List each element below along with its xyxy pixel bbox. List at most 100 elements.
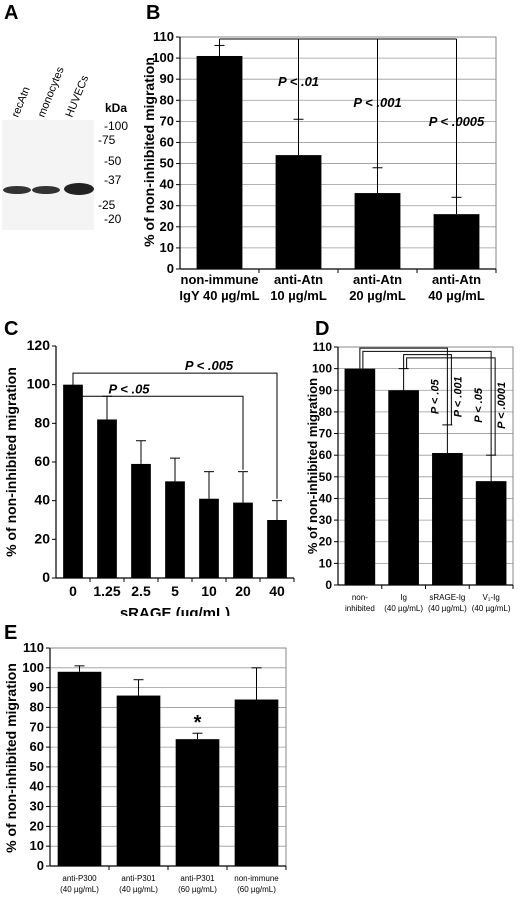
category-label: 5	[171, 583, 179, 599]
bar	[57, 671, 102, 866]
significance-label: P < .005	[185, 358, 234, 373]
y-tick-label: 90	[30, 680, 44, 695]
category-label: 40	[269, 583, 285, 599]
y-axis-label: % of non-inhibited migration	[305, 378, 320, 554]
y-tick-label: 40	[319, 491, 333, 505]
bar	[165, 481, 185, 578]
category-label: 10 µg/mL	[270, 288, 327, 303]
y-tick-label: 60	[160, 134, 174, 149]
bar	[344, 368, 376, 585]
y-tick-label: 120	[27, 337, 51, 353]
significance-label: P < .0001	[496, 382, 508, 429]
bar	[354, 193, 401, 269]
y-tick-label: 80	[34, 414, 50, 430]
category-label: V₁-Ig	[482, 593, 499, 602]
y-axis-label: % of non-inhibited migration	[141, 57, 157, 247]
significance-bracket	[406, 357, 496, 456]
bar	[275, 155, 322, 269]
lane-label-monocytes: monocytes	[36, 65, 67, 119]
chart-b: 0 10 20 30 40 50 60 70 80 90 100 110 % of non-inhibi…	[141, 29, 497, 303]
band-huvecs	[64, 183, 94, 195]
significance-bracket	[359, 347, 448, 425]
y-tick-label: 50	[160, 156, 174, 171]
category-label: anti-Atn	[432, 272, 481, 287]
category-label: IgY 40 µg/mL	[179, 288, 259, 303]
bar	[97, 419, 117, 578]
y-tick-label: 0	[42, 569, 50, 585]
y-tick-label: 30	[319, 513, 333, 527]
y-tick-label: 70	[160, 113, 174, 128]
marker-25: -25	[98, 198, 116, 212]
western-blot-panel: recAtn monocytes HUVECs kDa -100 -75 -50…	[2, 65, 128, 230]
bar	[196, 55, 243, 270]
significance-label: P < .01	[278, 74, 319, 89]
y-tick-label: 50	[30, 759, 44, 774]
y-tick-label: 20	[160, 219, 174, 234]
y-tick-label: 40	[34, 492, 50, 508]
blot-membrane	[2, 120, 94, 230]
significance-label: P < .001	[353, 95, 401, 110]
category-label: 10	[201, 583, 217, 599]
y-tick-label: 20	[30, 818, 44, 833]
significance-bracket	[72, 384, 244, 470]
category-label: 2.5	[131, 583, 151, 599]
y-tick-label: 110	[23, 640, 44, 655]
bar	[199, 498, 219, 578]
y-tick-label: 90	[160, 71, 174, 86]
category-label: non-immune	[181, 272, 259, 287]
panel-letter-b: B	[146, 2, 161, 24]
category-label: Ig	[400, 593, 407, 602]
y-tick-label: 100	[152, 50, 174, 65]
significance-bracket	[362, 350, 492, 456]
category-label: 0	[69, 583, 77, 599]
significance-bracket	[403, 354, 452, 425]
category-label: (40 µg/mL)	[119, 885, 158, 894]
category-label: (40 µg/mL)	[428, 604, 467, 613]
y-tick-label: 10	[30, 838, 44, 853]
bar	[175, 739, 220, 866]
bar	[233, 502, 253, 578]
lane-label-huvecs: HUVECs	[64, 73, 92, 119]
bar	[234, 699, 279, 866]
y-tick-label: 0	[37, 858, 44, 873]
y-tick-label: 10	[319, 556, 333, 570]
category-label: non-	[352, 593, 368, 602]
marker-37: -37	[104, 173, 122, 187]
band-monocytes	[32, 186, 60, 194]
panel-letter-a: A	[4, 2, 19, 24]
significance-label: *	[194, 712, 202, 734]
category-label: inhibited	[345, 604, 375, 613]
category-label: sRAGE-Ig	[429, 593, 465, 602]
category-label: (40 µg/mL)	[60, 885, 99, 894]
category-label: 20	[235, 583, 251, 599]
y-axis-label: % of non-inhibited migration	[3, 663, 19, 853]
y-tick-label: 90	[319, 383, 333, 397]
y-tick-label: 100	[27, 376, 51, 392]
y-tick-label: 110	[313, 340, 333, 354]
y-tick-label: 70	[319, 427, 333, 441]
y-tick-label: 80	[319, 405, 333, 419]
y-axis-label: % of non-inhibited migration	[3, 367, 19, 557]
significance-label: P < .0005	[429, 114, 485, 129]
bar	[63, 384, 83, 578]
marker-100: -100	[104, 119, 128, 133]
chart-e: 0 10 20 30 40 50 60 70 80 90 100 110 % of non-inhibi…	[3, 640, 287, 894]
category-label: (60 µg/mL)	[178, 885, 217, 894]
category-label: anti-P300	[62, 874, 97, 883]
category-label: non-immune	[234, 874, 279, 883]
y-tick-label: 30	[30, 799, 44, 814]
category-label: anti-Atn	[353, 272, 402, 287]
bar	[116, 695, 161, 866]
y-tick-label: 60	[319, 448, 333, 462]
y-tick-label: 100	[312, 362, 332, 376]
y-tick-label: 20	[34, 530, 50, 546]
bar	[432, 453, 463, 585]
marker-20: -20	[104, 212, 122, 226]
marker-75: -75	[98, 133, 116, 147]
y-tick-label: 60	[34, 453, 50, 469]
significance-label: P < .05	[108, 381, 150, 396]
bar	[433, 214, 480, 269]
y-tick-label: 0	[325, 578, 332, 592]
panel-letter-e: E	[4, 622, 18, 644]
